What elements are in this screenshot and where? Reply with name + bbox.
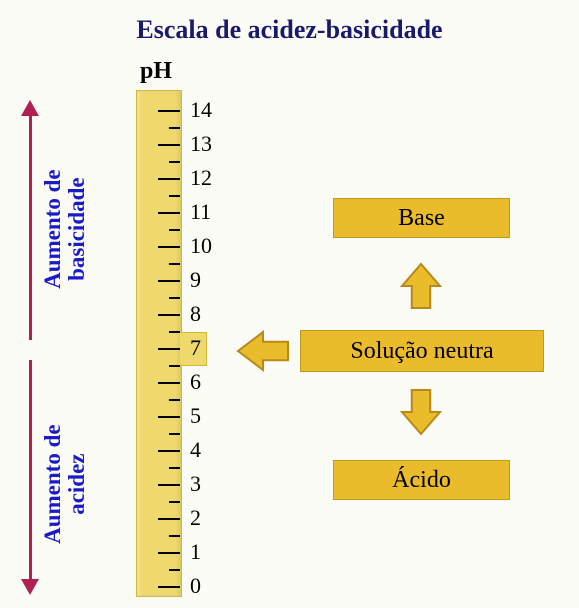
tick-minor xyxy=(169,569,180,571)
acidity-arrow-line xyxy=(29,360,32,581)
tick-minor xyxy=(169,195,180,197)
basicity-label: Aumento de basicidade xyxy=(41,119,89,339)
tick-label: 2 xyxy=(190,505,201,531)
tick-minor xyxy=(169,127,180,129)
arrow-up-icon xyxy=(400,262,442,310)
neutral-label: Solução neutra xyxy=(350,338,493,365)
tick-major xyxy=(158,450,180,452)
tick-label: 13 xyxy=(190,131,212,157)
ph-ruler xyxy=(136,90,182,597)
tick-label: 0 xyxy=(190,573,201,599)
tick-label: 10 xyxy=(190,233,212,259)
tick-label: 3 xyxy=(190,471,201,497)
tick-label: 9 xyxy=(190,267,201,293)
acidity-label-line1: Aumento de xyxy=(40,424,65,543)
tick-major xyxy=(158,246,180,248)
tick-label: 4 xyxy=(190,437,201,463)
tick-label: 11 xyxy=(190,199,211,225)
acidity-label-line2: acidez xyxy=(64,453,89,514)
acidity-arrow-head xyxy=(21,579,39,595)
acid-box: Ácido xyxy=(333,460,510,500)
tick-minor xyxy=(169,263,180,265)
base-label: Base xyxy=(398,205,445,232)
tick-major xyxy=(158,552,180,554)
tick-major xyxy=(158,178,180,180)
tick-minor xyxy=(169,399,180,401)
tick-label: 6 xyxy=(190,369,201,395)
basicity-arrow-line xyxy=(29,114,32,340)
basicity-label-line1: Aumento de xyxy=(40,169,65,288)
tick-label: 8 xyxy=(190,301,201,327)
tick-major xyxy=(158,280,180,282)
tick-minor xyxy=(169,331,180,333)
tick-label: 12 xyxy=(190,165,212,191)
tick-minor xyxy=(169,535,180,537)
tick-minor xyxy=(169,365,180,367)
acidity-label: Aumento de acidez xyxy=(41,374,89,594)
tick-label: 14 xyxy=(190,97,212,123)
base-box: Base xyxy=(333,198,510,238)
tick-minor xyxy=(169,229,180,231)
tick-minor xyxy=(169,433,180,435)
tick-minor xyxy=(169,161,180,163)
tick-major xyxy=(158,518,180,520)
tick-major xyxy=(158,110,180,112)
arrow-down-icon xyxy=(400,388,442,436)
page-title: Escala de acidez-basicidade xyxy=(0,15,579,45)
tick-major xyxy=(158,586,180,588)
tick-major xyxy=(158,144,180,146)
arrow-left-icon xyxy=(236,330,290,372)
neutral-box: Solução neutra xyxy=(300,330,544,372)
tick-major xyxy=(158,382,180,384)
tick-label: 1 xyxy=(190,539,201,565)
tick-major xyxy=(158,416,180,418)
tick-minor xyxy=(169,467,180,469)
basicity-arrow-head xyxy=(21,100,39,116)
tick-major xyxy=(158,484,180,486)
tick-minor xyxy=(169,297,180,299)
tick-label: 7 xyxy=(190,335,201,361)
tick-major xyxy=(158,314,180,316)
tick-label: 5 xyxy=(190,403,201,429)
basicity-label-line2: basicidade xyxy=(64,177,89,281)
acid-label: Ácido xyxy=(392,467,451,494)
ph-label: pH xyxy=(140,58,172,85)
tick-minor xyxy=(169,501,180,503)
tick-major xyxy=(158,212,180,214)
tick-major xyxy=(158,348,180,350)
